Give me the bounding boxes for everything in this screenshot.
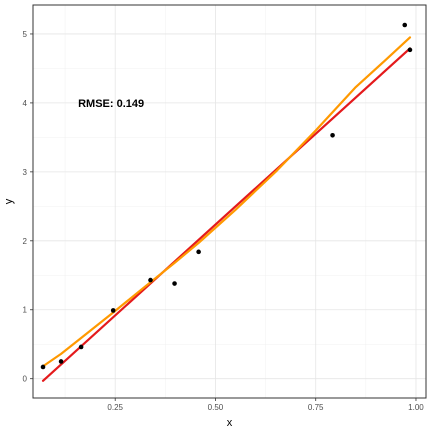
data-point — [402, 22, 408, 28]
panel-border — [32, 4, 427, 399]
x-axis-title: x — [227, 417, 233, 429]
data-point — [172, 281, 177, 286]
x-tick-label: 1.00 — [408, 403, 424, 412]
data-point — [110, 308, 116, 313]
data-point — [58, 359, 64, 364]
y-tick-label: 0 — [23, 375, 28, 384]
x-tick-label: 0.25 — [107, 403, 123, 412]
series-layer — [40, 22, 413, 382]
rmse-annotation: RMSE: 0.149 — [78, 98, 144, 110]
y-tick-label: 5 — [23, 30, 28, 39]
data-point — [407, 47, 413, 53]
data-point — [78, 344, 84, 350]
y-tick-label: 1 — [23, 306, 28, 315]
y-axis-title: y — [3, 198, 15, 204]
y-tick-label: 4 — [23, 99, 28, 108]
x-tick-label: 0.50 — [208, 403, 224, 412]
grid-layer — [33, 5, 426, 398]
y-tick-label: 3 — [23, 168, 28, 177]
data-point — [330, 133, 335, 138]
data-point — [40, 364, 46, 370]
x-tick-label: 0.75 — [308, 403, 324, 412]
linear-fit-line — [41, 47, 412, 382]
y-tick-label: 2 — [23, 237, 28, 246]
axis-layer: 0.25 0.50 0.75 1.00 0 1 2 3 4 5 — [23, 30, 425, 412]
quadratic-fit-line — [41, 36, 412, 368]
data-point — [196, 249, 201, 255]
data-point — [148, 277, 153, 283]
